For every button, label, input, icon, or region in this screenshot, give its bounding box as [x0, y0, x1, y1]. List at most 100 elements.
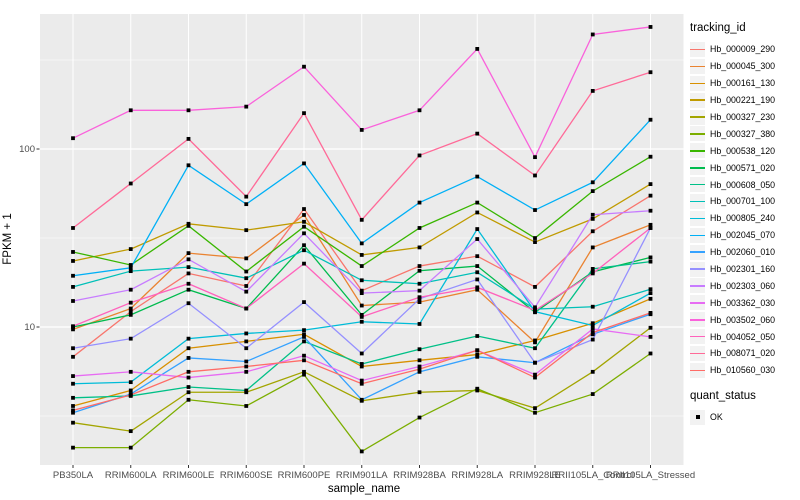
data-point	[359, 449, 364, 454]
legend-key-swatch	[690, 345, 705, 361]
legend-item-label: Hb_002045_070	[710, 230, 776, 241]
data-point	[186, 287, 191, 292]
data-point	[590, 189, 595, 194]
data-point	[128, 306, 133, 311]
data-point	[417, 245, 422, 250]
legend-key-swatch	[690, 58, 705, 74]
data-point	[71, 395, 75, 400]
x-axis-title: sample_name	[327, 483, 401, 495]
data-point	[128, 336, 133, 341]
data-point	[648, 70, 653, 75]
data-point	[475, 352, 480, 357]
legend-item-label: Hb_000571_020	[710, 162, 776, 173]
data-point	[186, 265, 191, 270]
data-point	[186, 223, 191, 228]
data-point	[417, 288, 422, 293]
data-point	[359, 362, 364, 366]
legend-key-line	[690, 302, 705, 304]
data-point	[417, 226, 422, 230]
data-point	[71, 354, 75, 359]
legend-key-line	[690, 352, 705, 355]
data-point	[71, 374, 75, 378]
data-point	[417, 264, 422, 268]
data-point	[186, 390, 191, 395]
data-point	[128, 429, 133, 434]
data-point	[648, 226, 653, 230]
data-point	[533, 406, 537, 411]
data-point	[533, 240, 537, 244]
data-point	[590, 304, 595, 309]
x-tick-label: RRIM901LA	[335, 470, 388, 481]
legend-item: Hb_002303_060	[690, 277, 800, 294]
data-point	[533, 208, 537, 212]
data-point	[417, 415, 422, 420]
data-point	[475, 285, 480, 290]
legend-key-swatch	[690, 160, 705, 176]
data-point	[71, 408, 75, 413]
y-tick-label: 10	[24, 321, 35, 333]
data-point	[533, 372, 537, 377]
data-point	[475, 200, 480, 205]
data-point	[186, 251, 191, 256]
data-point	[71, 445, 75, 450]
data-point	[244, 364, 249, 369]
quant-legend-items: OK	[690, 409, 800, 426]
legend-item: Hb_000009_290	[690, 41, 800, 58]
data-point	[590, 321, 595, 326]
data-point	[128, 181, 133, 186]
legend-key-swatch	[690, 362, 705, 378]
data-point	[128, 393, 133, 397]
data-point	[648, 154, 653, 159]
data-point	[128, 309, 133, 314]
data-point	[475, 354, 480, 359]
data-point	[475, 227, 480, 231]
legend-item-label: Hb_008071_020	[710, 348, 776, 359]
data-point	[302, 261, 306, 266]
data-point	[475, 237, 480, 241]
data-point	[590, 32, 595, 37]
data-point	[71, 410, 75, 415]
data-point	[128, 263, 133, 267]
data-point	[244, 289, 249, 294]
data-point	[71, 404, 75, 408]
legend-key-line	[690, 200, 705, 203]
data-point	[417, 358, 422, 363]
data-point	[475, 131, 480, 136]
data-point	[648, 208, 653, 213]
legend-item: Hb_008071_020	[690, 345, 800, 362]
data-point	[359, 381, 364, 386]
data-point	[533, 360, 537, 365]
data-point	[359, 312, 364, 317]
data-point	[648, 334, 653, 339]
data-point	[475, 174, 480, 179]
black-square-point-icon	[695, 415, 700, 420]
data-point	[71, 324, 75, 329]
data-point	[533, 284, 537, 289]
data-point	[302, 332, 306, 337]
y-axis-title: FPKM + 1	[2, 213, 14, 265]
data-point	[648, 291, 653, 296]
data-point	[302, 334, 306, 339]
legend-item-label: Hb_000327_380	[710, 128, 776, 139]
data-point	[475, 264, 480, 268]
data-point	[533, 410, 537, 415]
legend-key-swatch	[690, 210, 705, 226]
data-point	[590, 337, 595, 342]
legend-item-label: Hb_003502_060	[710, 314, 776, 325]
legend: tracking_id Hb_000009_290 Hb_000045_300 Hb…	[690, 22, 800, 426]
data-point	[475, 287, 480, 292]
data-point	[417, 347, 422, 352]
legend-item: Hb_000571_020	[690, 159, 800, 176]
legend-key-swatch	[690, 126, 705, 142]
data-point	[590, 369, 595, 374]
data-point	[302, 248, 306, 253]
x-tick-label: RRIM928BA	[393, 470, 446, 481]
data-point	[417, 364, 422, 369]
legend-item: Hb_002301_160	[690, 261, 800, 278]
data-point	[302, 231, 306, 236]
data-point	[590, 271, 595, 276]
data-point	[417, 281, 422, 286]
data-point	[186, 301, 191, 306]
data-point	[359, 319, 364, 324]
data-point	[302, 358, 306, 363]
